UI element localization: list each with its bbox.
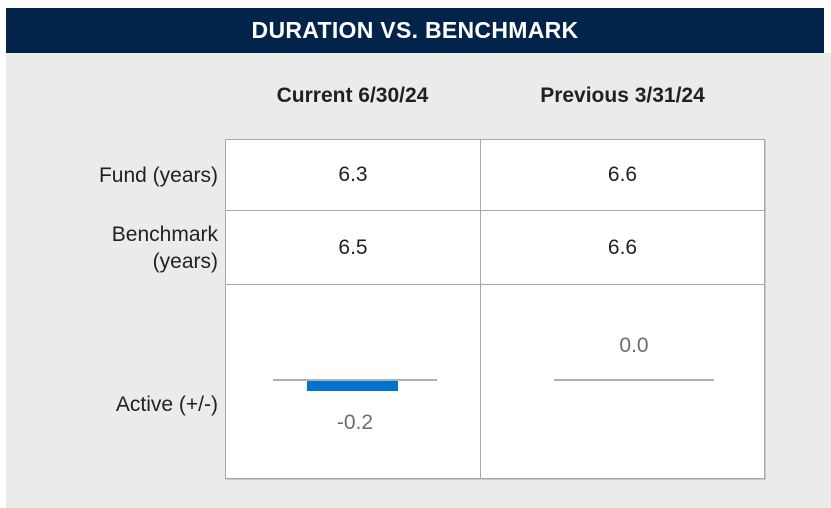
zero-baseline-current xyxy=(273,379,437,381)
cell-benchmark-previous: 6.6 xyxy=(481,211,764,285)
row-label-fund: Fund (years) xyxy=(0,140,218,211)
row-label-benchmark: Benchmark (years) xyxy=(0,211,218,285)
row-label-fund-text: Fund (years) xyxy=(98,164,218,187)
cell-fund-current: 6.3 xyxy=(226,140,481,211)
row-label-active: Active (+/-) xyxy=(0,285,218,478)
column-header-current: Current 6/30/24 xyxy=(276,84,429,107)
panel-title: DURATION VS. BENCHMARK xyxy=(251,17,579,43)
cell-active-previous: 0.0 xyxy=(481,285,764,478)
fund-current-value: 6.3 xyxy=(338,163,368,186)
active-previous-value: 0.0 xyxy=(619,334,649,357)
row-label-benchmark-line2: (years) xyxy=(152,250,218,273)
row-label-active-text: Active (+/-) xyxy=(115,393,218,416)
active-current-value: -0.2 xyxy=(336,411,374,434)
zero-baseline-previous xyxy=(554,379,714,381)
duration-table: 6.3 6.6 6.5 6.6 -0.2 0.0 xyxy=(225,139,765,479)
panel-header: DURATION VS. BENCHMARK xyxy=(6,8,824,53)
benchmark-current-value: 6.5 xyxy=(338,235,368,259)
fund-previous-value: 6.6 xyxy=(607,163,638,186)
benchmark-previous-value: 6.6 xyxy=(607,235,638,259)
cell-benchmark-current: 6.5 xyxy=(226,211,481,285)
column-header-previous: Previous 3/31/24 xyxy=(540,84,705,107)
active-current-bar xyxy=(307,381,398,391)
cell-fund-previous: 6.6 xyxy=(481,140,764,211)
cell-active-current: -0.2 xyxy=(226,285,481,478)
row-label-benchmark-line1: Benchmark xyxy=(111,223,218,246)
